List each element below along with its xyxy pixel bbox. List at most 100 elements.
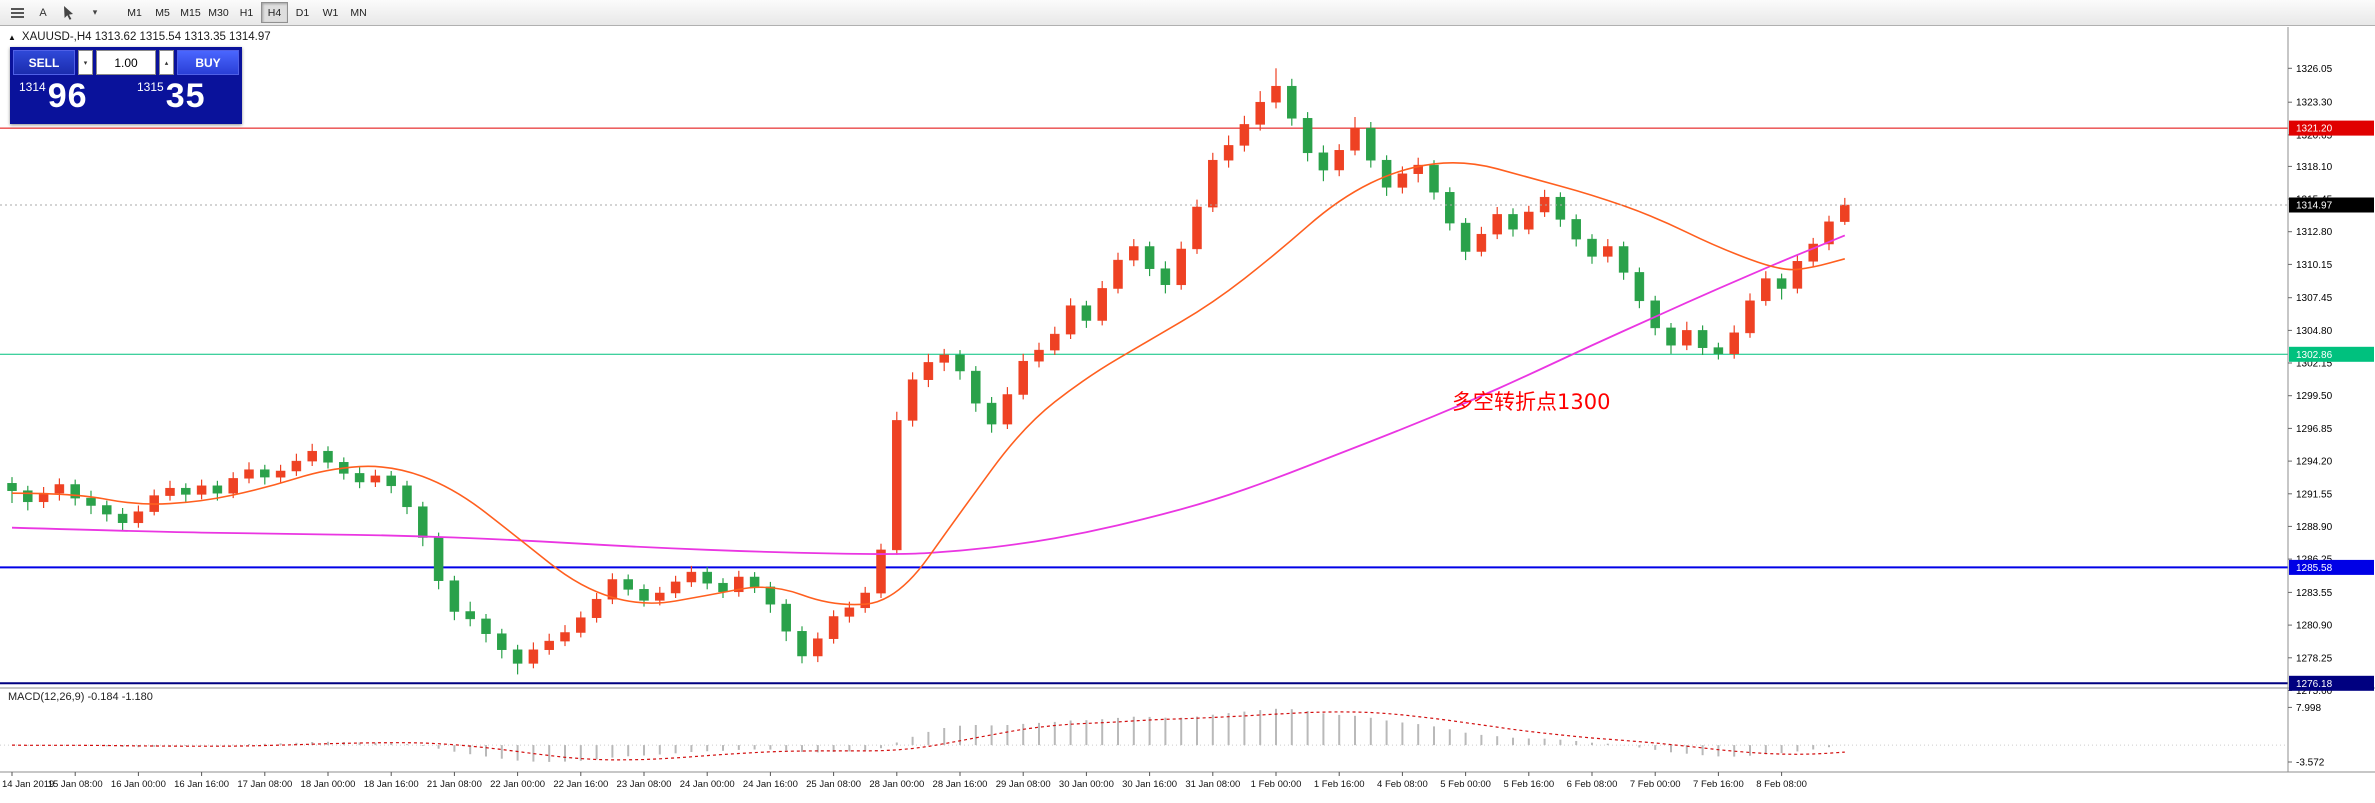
candle	[275, 470, 286, 478]
candle	[1176, 248, 1186, 286]
macd-axis-label: 7.998	[2296, 703, 2321, 714]
candle	[1192, 206, 1202, 250]
price-axis: 1326.051323.301320.651318.101315.451312.…	[2288, 64, 2333, 769]
candle	[702, 571, 712, 584]
cursor-icon	[63, 5, 73, 20]
candle	[560, 632, 570, 642]
price-axis-label: 1280.90	[2296, 621, 2333, 632]
candle	[1508, 214, 1518, 230]
time-axis-label: 30 Jan 16:00	[1122, 779, 1177, 790]
time-axis-label: 7 Feb 00:00	[1630, 779, 1681, 790]
price-axis-label: 1312.80	[2296, 227, 2333, 238]
cursor-tool-button[interactable]	[57, 2, 81, 23]
timeframe-d1[interactable]: D1	[289, 2, 316, 23]
menu-icon	[10, 7, 24, 10]
candle	[1350, 127, 1360, 151]
price-badge: 1314.97	[2289, 197, 2374, 213]
timeframe-mn[interactable]: MN	[345, 2, 372, 23]
candle	[212, 485, 223, 494]
time-axis-label: 18 Jan 16:00	[364, 779, 419, 790]
chart-annotation: 多空转折点1300	[1452, 390, 1611, 414]
candle	[260, 469, 270, 478]
candle	[402, 485, 412, 508]
candle	[971, 370, 981, 404]
tools-dropdown-button[interactable]: ▾	[83, 2, 107, 23]
candle	[244, 469, 254, 479]
time-axis-label: 4 Feb 08:00	[1377, 779, 1428, 790]
time-axis-label: 5 Feb 00:00	[1440, 779, 1491, 790]
candle	[465, 611, 475, 620]
candle	[1603, 246, 1613, 257]
timeframe-m1[interactable]: M1	[121, 2, 148, 23]
buy-button[interactable]: BUY	[177, 50, 239, 75]
candle	[1682, 330, 1692, 346]
candle	[1492, 214, 1502, 235]
lot-decrease-button[interactable]: ▾	[78, 50, 93, 75]
lot-size-input[interactable]	[96, 50, 156, 75]
candle	[655, 592, 665, 601]
candle	[1776, 278, 1787, 289]
candle	[955, 354, 965, 372]
timeframe-h1[interactable]: H1	[233, 2, 260, 23]
candle	[1445, 192, 1455, 224]
candle	[1618, 246, 1629, 273]
chart-ohlc-header: ▲ XAUUSD-,H4 1313.62 1315.54 1313.35 131…	[8, 31, 271, 43]
timeframe-h4[interactable]: H4	[261, 2, 288, 23]
candle	[623, 579, 633, 590]
time-axis-label: 16 Jan 16:00	[174, 779, 229, 790]
timeframe-toolbar: M1 M5 M15 M30 H1 H4 D1 W1 MN	[121, 2, 372, 23]
candle	[481, 618, 491, 634]
time-axis-label: 30 Jan 00:00	[1059, 779, 1114, 790]
price-axis-label: 1294.20	[2296, 457, 2333, 468]
timeframe-w1[interactable]: W1	[317, 2, 344, 23]
candle	[1650, 300, 1660, 329]
sell-price[interactable]: 1314 96	[13, 75, 121, 121]
buy-price[interactable]: 1315 35	[121, 75, 239, 121]
price-axis-label: 1291.55	[2296, 489, 2333, 500]
buy-price-small: 1315	[137, 80, 164, 94]
price-axis-label: 1307.45	[2296, 293, 2333, 304]
candle	[986, 402, 997, 425]
candle	[607, 579, 618, 600]
price-axis-label: 1310.15	[2296, 260, 2333, 271]
time-axis-label: 5 Feb 16:00	[1503, 779, 1554, 790]
candle	[1271, 85, 1281, 103]
timeframe-m5[interactable]: M5	[149, 2, 176, 23]
windows-menu-button[interactable]	[5, 2, 29, 23]
horizontal-lines	[0, 127, 2288, 685]
candle	[1413, 164, 1423, 174]
time-axis-label: 1 Feb 00:00	[1251, 779, 1302, 790]
candle	[1397, 173, 1408, 188]
timeframe-m30[interactable]: M30	[205, 2, 232, 23]
candle	[1050, 333, 1060, 351]
candle	[923, 362, 934, 380]
time-axis-label: 21 Jan 08:00	[427, 779, 482, 790]
ma-slow-line	[11, 234, 1846, 555]
sell-button[interactable]: SELL	[13, 50, 75, 75]
price-axis-label: 1323.30	[2296, 98, 2333, 109]
price-badge-label: 1302.86	[2296, 350, 2333, 361]
candle	[1745, 300, 1755, 334]
text-tool-button[interactable]: A	[31, 2, 55, 23]
timeframe-m15[interactable]: M15	[177, 2, 204, 23]
price-axis-label: 1302.15	[2296, 359, 2333, 370]
candle	[1587, 238, 1597, 257]
candle	[1571, 219, 1581, 240]
candle	[133, 511, 144, 524]
candle	[1034, 349, 1044, 362]
candle	[544, 640, 554, 650]
trade-panel-prices: 1314 96 1315 35	[13, 75, 239, 121]
price-axis-label: 1283.55	[2296, 588, 2333, 599]
candle	[512, 649, 523, 664]
candle	[433, 537, 444, 581]
candle	[734, 576, 744, 593]
time-axis-label: 25 Jan 08:00	[806, 779, 861, 790]
candle	[181, 487, 191, 495]
time-axis-label: 6 Feb 08:00	[1567, 779, 1618, 790]
lot-increase-button[interactable]: ▴	[159, 50, 174, 75]
chart-header-text: XAUUSD-,H4 1313.62 1315.54 1313.35 1314.…	[21, 31, 271, 43]
candle	[749, 576, 760, 588]
chevron-down-icon: ▾	[83, 59, 88, 67]
